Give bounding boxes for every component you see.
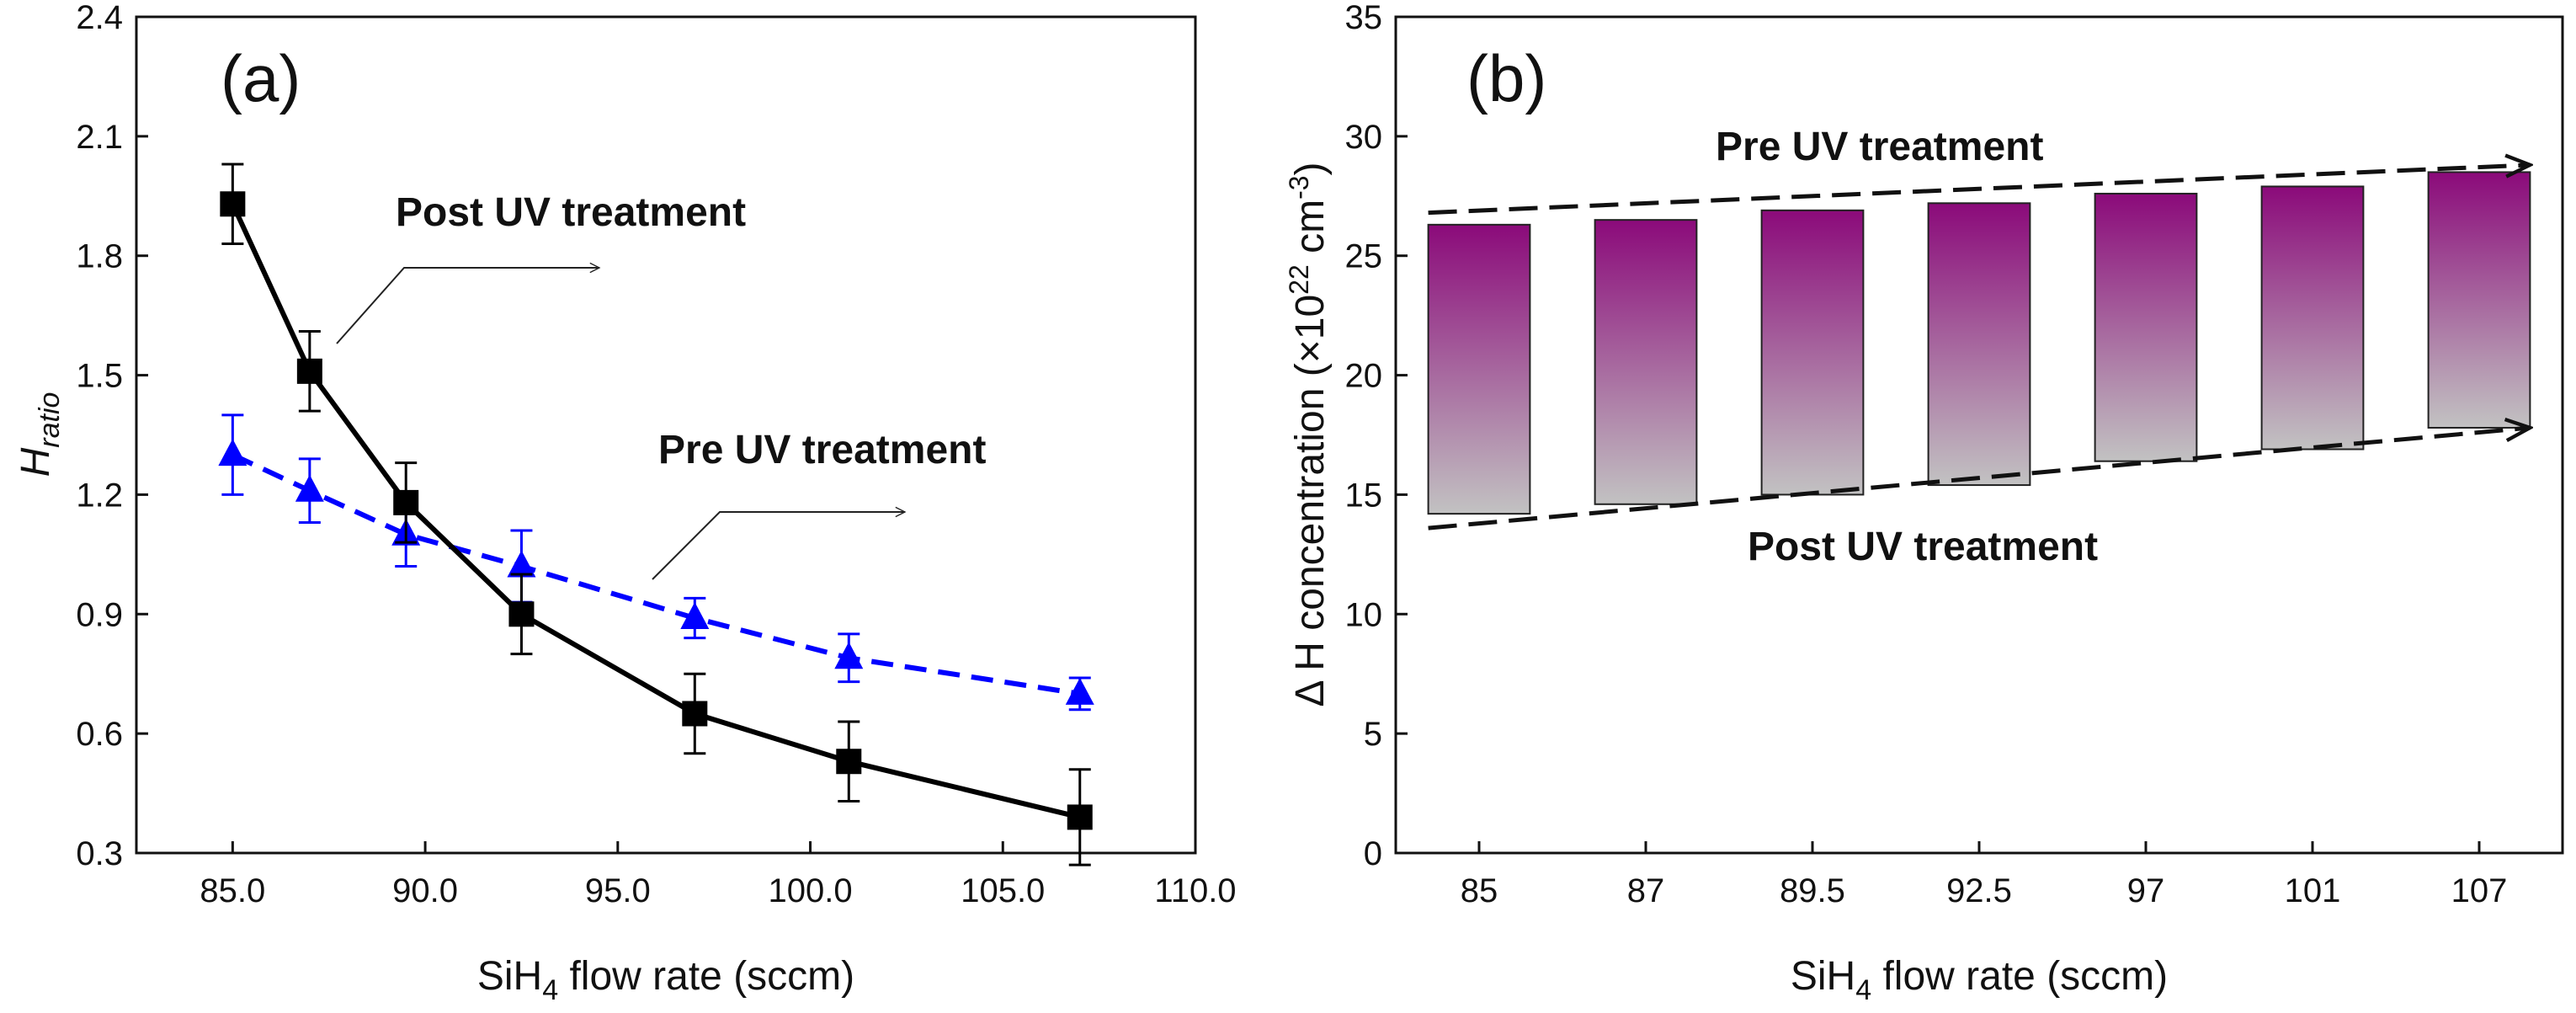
x-tick-label: 90.0 — [392, 872, 458, 909]
panel-b-bar-chart: 0 5 10 15 20 25 30 35 85 87 89.5 92.5 97 101 107 (b) P… — [1284, 0, 2564, 1006]
post-uv-series-line — [230, 202, 1081, 820]
y-tick-label: 0.9 — [76, 596, 123, 633]
pre-uv-data-point — [507, 550, 536, 578]
delta-h-bar — [2260, 185, 2365, 451]
panel-b-trend-lines — [1428, 165, 2531, 530]
panel-b-x-axis-title: SiH4 flow rate (sccm) — [1791, 954, 2168, 1006]
x-tick-label: 95.0 — [585, 872, 651, 909]
annotation-pre-uv: Pre UV treatment — [652, 428, 986, 580]
post-uv-data-point — [393, 489, 419, 515]
y-tick-label: 20 — [1345, 358, 1383, 395]
post-uv-data-point — [836, 749, 862, 775]
annotation-post-uv-arrow — [336, 268, 599, 344]
panel-a-ticks: 85.0 90.0 95.0 100.0 105.0 110.0 0.3 0.6 0.9 1.2 1… — [76, 0, 1236, 909]
delta-h-bar — [1927, 202, 2031, 487]
pre-uv-data-point — [1065, 677, 1094, 705]
panel-b-bars — [1427, 171, 2531, 515]
post-uv-data-point — [508, 601, 535, 627]
annotation-b-pre-uv: Pre UV treatment — [1716, 125, 2043, 169]
x-tick-label: 97 — [2127, 872, 2165, 909]
y-tick-label: 0.3 — [76, 835, 123, 872]
annotation-post-uv: Post UV treatment — [336, 190, 746, 344]
y-tick-label: 1.8 — [76, 238, 123, 275]
x-tick-label: 105.0 — [961, 872, 1045, 909]
x-tick-label: 89.5 — [1780, 872, 1845, 909]
post-uv-data-point — [682, 701, 708, 727]
panel-a-y-axis-title: Hratio — [13, 392, 66, 477]
y-tick-label: 10 — [1345, 596, 1383, 633]
panel-a-x-axis-title: SiH4 flow rate (sccm) — [477, 954, 854, 1006]
delta-h-bar — [2427, 171, 2531, 429]
y-tick-label: 35 — [1345, 0, 1383, 36]
pre-uv-data-point — [834, 642, 864, 669]
x-tick-label: 101 — [2285, 872, 2341, 909]
y-tick-label: 30 — [1345, 119, 1383, 156]
y-tick-label: 2.4 — [76, 0, 123, 36]
x-tick-label: 110.0 — [1154, 872, 1236, 909]
y-tick-label: 25 — [1345, 238, 1383, 275]
pre-uv-data-point — [295, 474, 324, 502]
x-tick-label: 85.0 — [200, 872, 265, 909]
panel-b-y-axis-title: Δ H concentration (×1022 cm-3) — [1284, 162, 1333, 706]
x-tick-label: 100.0 — [768, 872, 852, 909]
y-tick-label: 1.5 — [76, 358, 123, 395]
delta-h-bar — [1427, 223, 1531, 515]
post-uv-data-point — [1067, 804, 1093, 830]
panel-b-label: (b) — [1466, 41, 1546, 115]
panel-a-label: (a) — [221, 41, 301, 115]
panel-a-series — [218, 163, 1094, 866]
pre-uv-data-point — [680, 602, 710, 630]
pre-uv-series-line — [232, 452, 1081, 696]
x-tick-label: 85 — [1461, 872, 1498, 909]
x-tick-label: 87 — [1627, 872, 1665, 909]
y-tick-label: 2.1 — [76, 119, 123, 156]
delta-h-bar — [2094, 192, 2198, 462]
delta-h-bar — [1760, 209, 1865, 496]
y-tick-label: 5 — [1364, 716, 1382, 753]
annotation-pre-uv-arrow — [652, 512, 905, 580]
panel-b-ticks: 0 5 10 15 20 25 30 35 85 87 89.5 92.5 97 101 107 — [1345, 0, 2508, 909]
x-tick-label: 107 — [2451, 872, 2508, 909]
y-tick-label: 15 — [1345, 477, 1383, 514]
annotation-b-post-uv: Post UV treatment — [1748, 525, 2098, 569]
post-uv-data-point — [220, 191, 246, 217]
annotation-pre-uv-text: Pre UV treatment — [658, 428, 986, 472]
post-uv-data-point — [296, 358, 322, 384]
panel-a-plot-frame — [135, 15, 1197, 855]
panel-a-line-chart: 85.0 90.0 95.0 100.0 105.0 110.0 0.3 0.6 0.9 1.2 1… — [13, 0, 1237, 1006]
post-uv-trend-arrow — [1428, 428, 2531, 530]
annotation-post-uv-text: Post UV treatment — [396, 190, 746, 235]
y-tick-label: 1.2 — [76, 477, 123, 514]
pre-uv-data-point — [218, 439, 247, 467]
y-tick-label: 0 — [1364, 835, 1382, 872]
pre-uv-trend-arrow — [1428, 165, 2531, 216]
y-tick-label: 0.6 — [76, 716, 123, 753]
x-tick-label: 92.5 — [1946, 872, 2012, 909]
delta-h-bar — [1594, 219, 1698, 505]
